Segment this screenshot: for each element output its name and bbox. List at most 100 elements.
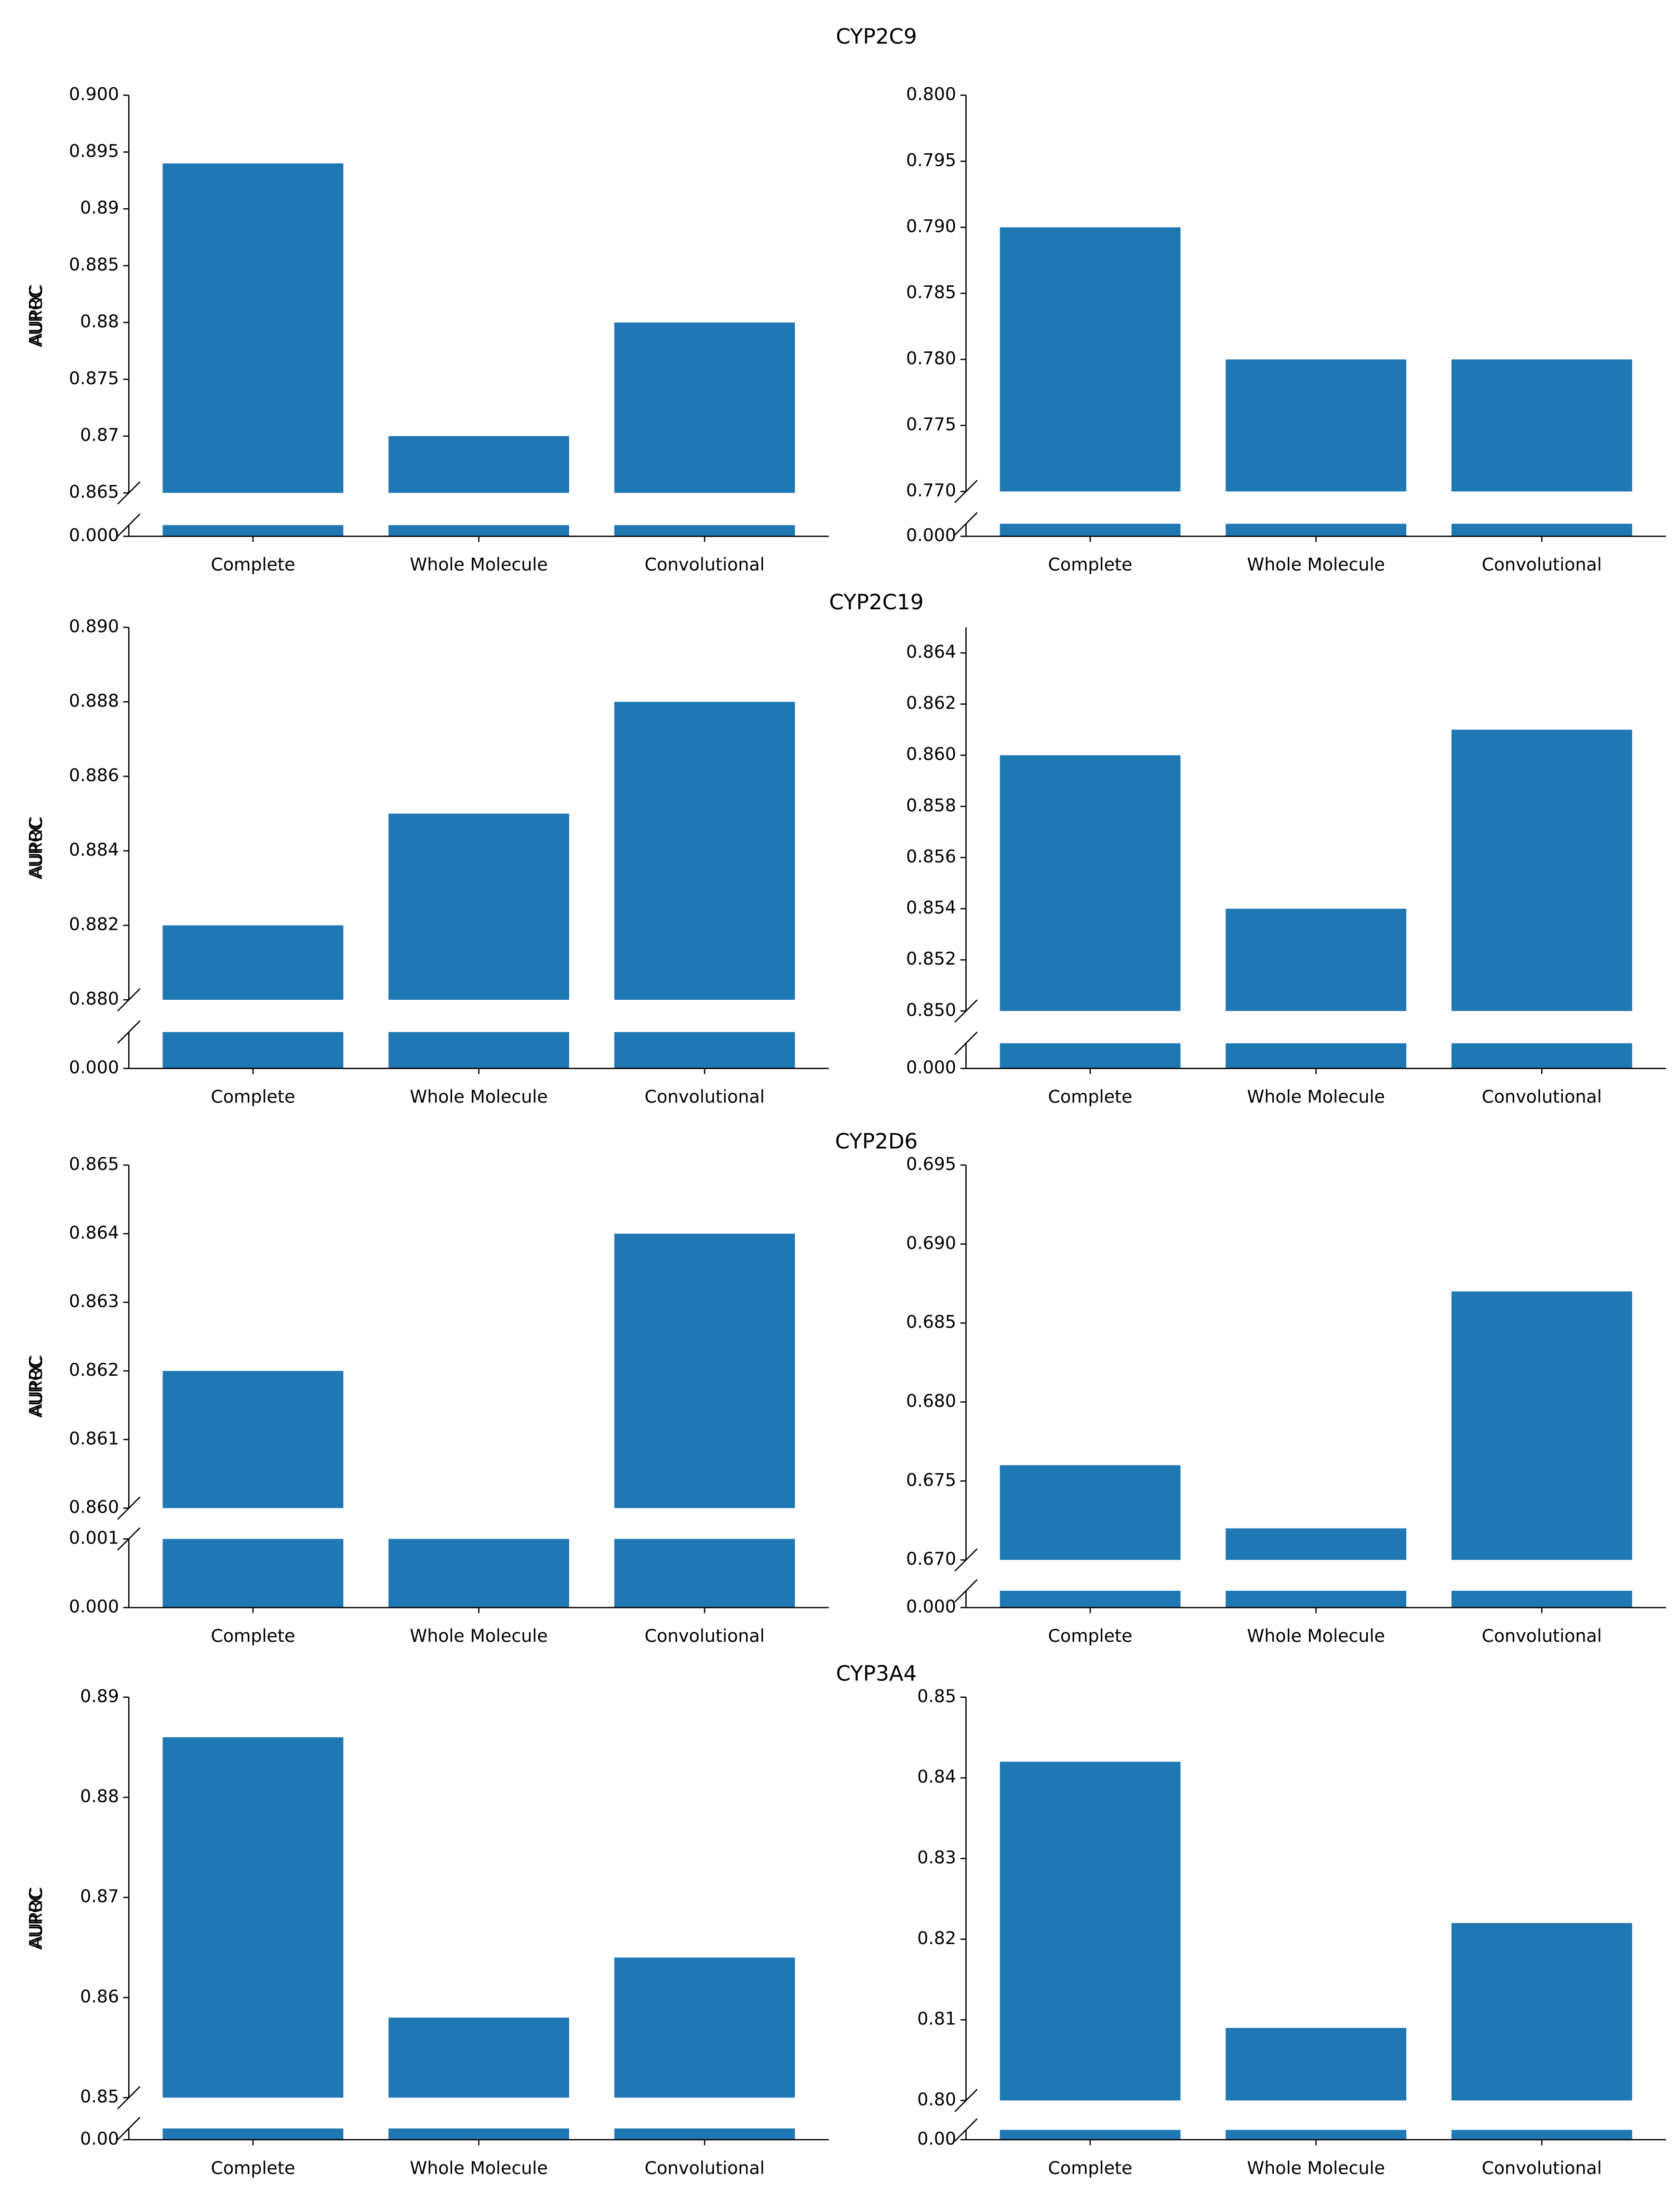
y-tick-label: 0.675 bbox=[906, 1469, 956, 1490]
y-tick-label: 0.00 bbox=[80, 2128, 119, 2149]
bar bbox=[388, 1032, 569, 1069]
y-tick-label: 0.880 bbox=[69, 988, 119, 1009]
bars-bottom bbox=[1000, 2130, 1632, 2140]
y-tick-label: 0.900 bbox=[69, 84, 119, 105]
y-tick-label: 0.865 bbox=[69, 482, 119, 502]
bar bbox=[1000, 524, 1181, 537]
bar bbox=[162, 925, 344, 1000]
bar bbox=[388, 1508, 569, 1577]
y-tick-label: 0.790 bbox=[906, 216, 956, 237]
y-tick-label: 0.88 bbox=[80, 1786, 119, 1807]
y-tick-label: 0.000 bbox=[69, 1057, 119, 1077]
x-tick-label: Complete bbox=[211, 554, 295, 575]
bar bbox=[1226, 2027, 1407, 2101]
chart-title: CYP3A4 bbox=[836, 1662, 917, 1686]
bar bbox=[1000, 755, 1181, 1011]
y-tick-label: 0.81 bbox=[917, 2008, 956, 2029]
x-tick-label: Convolutional bbox=[1482, 1625, 1602, 1646]
y-tick-label: 0.882 bbox=[69, 914, 119, 935]
y-tick-label: 0.864 bbox=[69, 1222, 119, 1243]
bar bbox=[1000, 1591, 1181, 1608]
y-tick-label: 0.863 bbox=[69, 1291, 119, 1312]
bars-top bbox=[1000, 1291, 1632, 1560]
x-tick-label: Whole Molecule bbox=[1247, 554, 1385, 575]
x-tick-label: Whole Molecule bbox=[410, 1625, 547, 1646]
y-tick-label: 0.890 bbox=[69, 616, 119, 636]
bar bbox=[1451, 729, 1632, 1011]
bars-bottom bbox=[162, 1539, 795, 1608]
bar bbox=[1451, 524, 1632, 537]
bar bbox=[614, 1032, 795, 1069]
y-axis-label: AUPRC bbox=[26, 286, 46, 345]
bar bbox=[1451, 1923, 1632, 2101]
y-axis-label: AUROC bbox=[26, 284, 46, 348]
bar bbox=[614, 322, 795, 493]
y-tick-label: 0.690 bbox=[906, 1233, 956, 1253]
axis-break bbox=[954, 1579, 978, 1603]
chart-title: CYP2C9 bbox=[836, 25, 917, 49]
bar bbox=[1451, 2130, 1632, 2140]
y-tick-label: 0.875 bbox=[69, 368, 119, 389]
y-tick-label: 0.895 bbox=[69, 140, 119, 161]
y-tick-label: 0.680 bbox=[906, 1390, 956, 1411]
y-tick-label: 0.885 bbox=[69, 254, 119, 275]
bar bbox=[388, 436, 569, 493]
y-tick-label: 0.86 bbox=[80, 1986, 119, 2007]
bar bbox=[614, 525, 795, 537]
y-tick-label: 0.000 bbox=[906, 1596, 956, 1617]
bar bbox=[388, 2128, 569, 2140]
axis-break bbox=[954, 2089, 978, 2112]
y-tick-label: 0.670 bbox=[906, 1548, 956, 1569]
y-tick-label: 0.864 bbox=[906, 641, 956, 662]
bar bbox=[162, 1539, 344, 1608]
x-tick-label: Convolutional bbox=[644, 1086, 764, 1107]
bars-bottom bbox=[162, 1032, 795, 1069]
x-tick-label: Convolutional bbox=[1482, 2158, 1602, 2178]
axis-break bbox=[117, 2086, 141, 2109]
bar bbox=[1000, 1465, 1181, 1560]
y-tick-label: 0.795 bbox=[906, 150, 956, 171]
bars-top bbox=[162, 163, 795, 493]
x-tick-label: Whole Molecule bbox=[410, 2158, 547, 2178]
bar bbox=[1000, 227, 1181, 492]
y-tick-label: 0.000 bbox=[69, 525, 119, 546]
y-axis-label: AUROC bbox=[26, 1887, 46, 1950]
y-axis-label: AUROC bbox=[26, 1355, 46, 1418]
bar bbox=[1226, 359, 1407, 492]
bar bbox=[1451, 1043, 1632, 1069]
y-tick-label: 0.854 bbox=[906, 897, 956, 918]
bar bbox=[614, 2128, 795, 2140]
y-tick-label: 0.886 bbox=[69, 765, 119, 786]
bar bbox=[1226, 2130, 1407, 2140]
y-tick-label: 0.860 bbox=[906, 744, 956, 765]
bars-top bbox=[1000, 1761, 1632, 2101]
bar bbox=[1226, 524, 1407, 537]
y-tick-label: 0.685 bbox=[906, 1312, 956, 1332]
y-axis-label: AUPRC bbox=[26, 1357, 46, 1416]
y-tick-label: 0.888 bbox=[69, 690, 119, 711]
axis-break bbox=[954, 2118, 978, 2142]
bar bbox=[1226, 1043, 1407, 1069]
y-tick-label: 0.87 bbox=[80, 425, 119, 445]
chart-title: CYP2D6 bbox=[835, 1129, 918, 1154]
bar bbox=[162, 1032, 344, 1069]
axis-break bbox=[117, 988, 141, 1012]
y-tick-label: 0.695 bbox=[906, 1154, 956, 1174]
y-tick-label: 0.000 bbox=[906, 525, 956, 546]
bar bbox=[388, 2017, 569, 2098]
bars-top bbox=[162, 1737, 795, 2098]
axis-break bbox=[117, 1496, 141, 1520]
bars-top bbox=[1000, 227, 1632, 492]
x-tick-label: Whole Molecule bbox=[1247, 1625, 1385, 1646]
y-tick-label: 0.785 bbox=[906, 282, 956, 303]
axis-break bbox=[954, 1548, 978, 1572]
y-tick-label: 0.862 bbox=[69, 1359, 119, 1380]
x-tick-label: Convolutional bbox=[644, 554, 764, 575]
y-tick-label: 0.89 bbox=[80, 1686, 119, 1706]
axis-break bbox=[117, 513, 141, 537]
x-tick-label: Convolutional bbox=[1482, 554, 1602, 575]
x-tick-label: Convolutional bbox=[644, 2158, 764, 2178]
y-tick-label: 0.770 bbox=[906, 480, 956, 501]
bars-top bbox=[162, 701, 795, 1000]
